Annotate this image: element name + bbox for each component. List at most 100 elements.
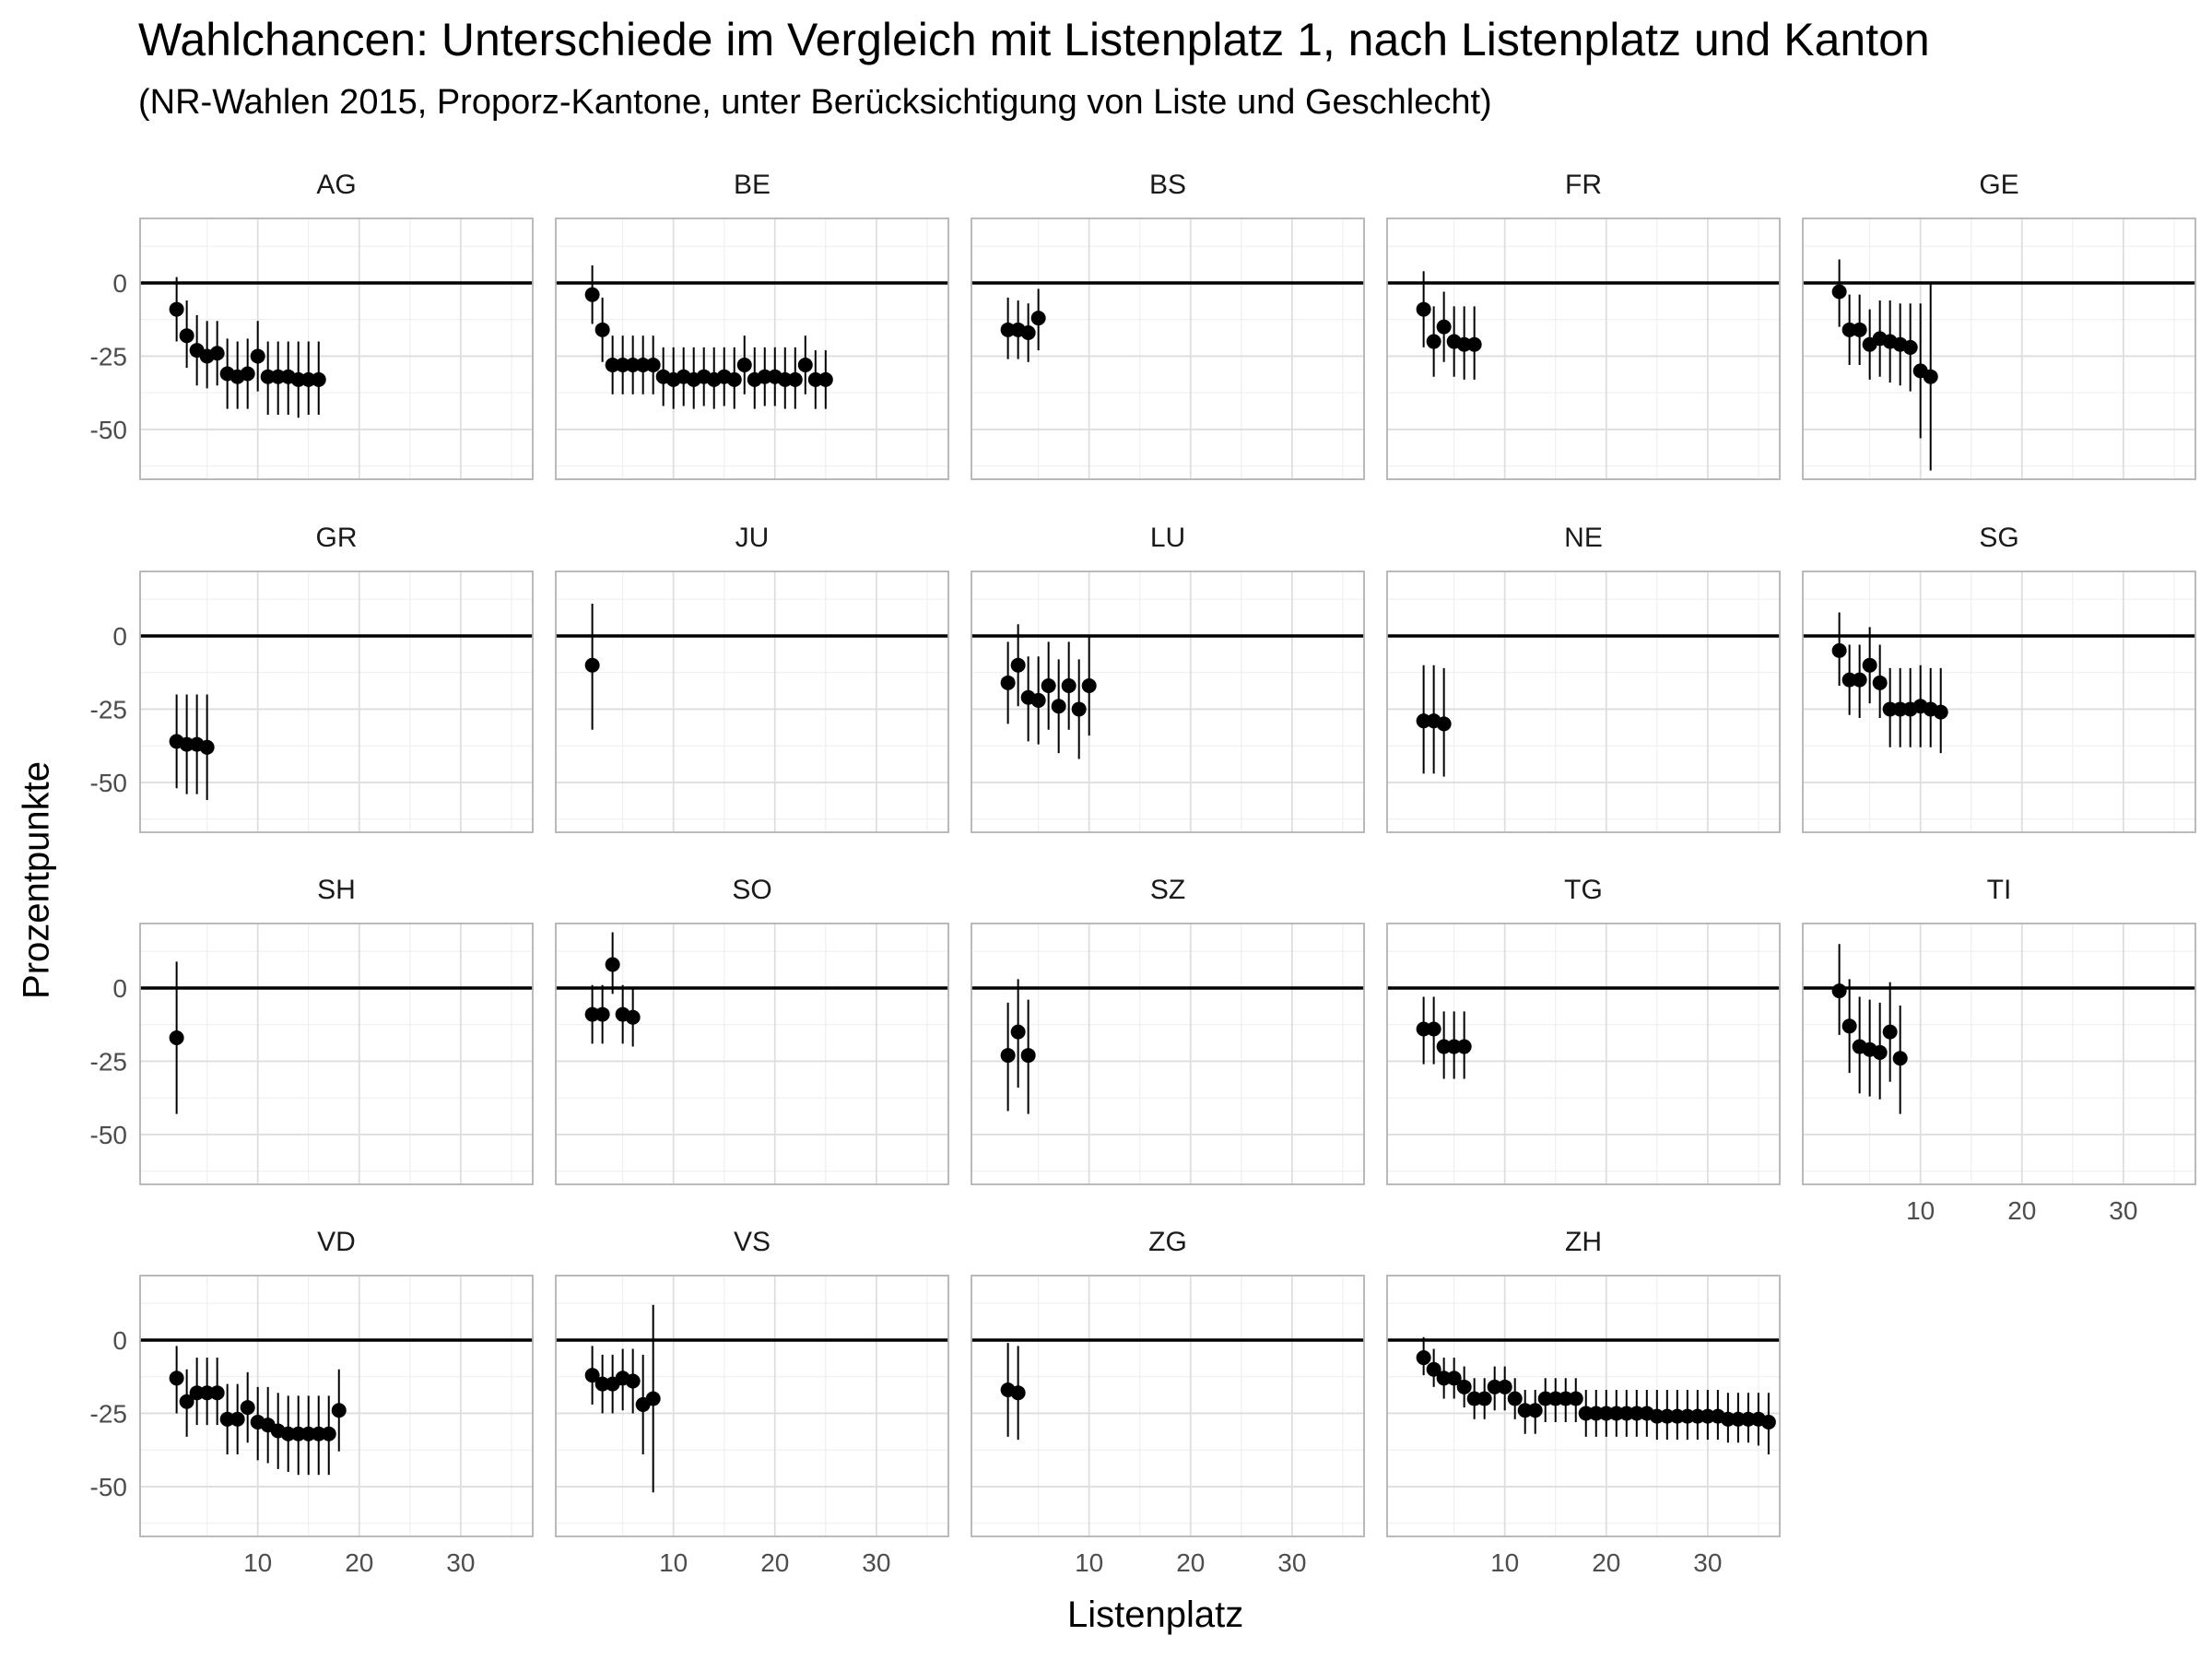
data-point (1547, 1391, 1563, 1406)
data-point (209, 346, 225, 361)
facet-panel-bs: BS (971, 170, 1365, 480)
data-point (290, 1426, 306, 1441)
data-point (280, 1426, 296, 1441)
panel-border (971, 571, 1365, 833)
data-point (1416, 1350, 1431, 1366)
panel-border (1386, 1275, 1781, 1537)
data-point (1020, 325, 1036, 341)
data-point (1852, 322, 1867, 337)
x-tick-label: 20 (1176, 1548, 1205, 1577)
y-tick-label: -50 (90, 769, 127, 797)
panel-border (1802, 571, 2196, 833)
x-tick-label: 10 (243, 1548, 272, 1577)
data-point (1618, 1406, 1634, 1421)
data-point (209, 1385, 225, 1401)
data-point (1051, 699, 1066, 714)
panel-background (1803, 924, 2195, 1184)
facet-strip-label: ZG (1148, 1227, 1187, 1257)
panel-background (556, 571, 948, 832)
data-point (1030, 311, 1046, 326)
data-point (1466, 336, 1482, 352)
data-point (1841, 1018, 1857, 1034)
panel-background (556, 218, 948, 479)
data-point (1456, 1379, 1472, 1394)
facet-panel-sh: SH 0 -25 -50 (90, 875, 534, 1185)
facet-strip-label: VD (317, 1227, 356, 1257)
data-point (1061, 678, 1077, 694)
data-point (300, 371, 316, 387)
y-axis-label: Prozentpunkte (16, 761, 57, 999)
data-point (1456, 1039, 1472, 1054)
data-point (1487, 1379, 1502, 1394)
data-point (594, 1376, 610, 1392)
y-tick-label: -25 (90, 342, 127, 371)
facet-panel-sz: SZ (971, 875, 1365, 1185)
data-point (250, 348, 265, 364)
panel-border (1802, 218, 2196, 480)
facet-strip-label: VS (734, 1227, 771, 1257)
data-point (260, 369, 276, 384)
data-point (1862, 657, 1877, 673)
panel-border (555, 1275, 949, 1537)
y-tick-label: 0 (112, 974, 127, 1003)
data-point (1466, 1391, 1482, 1406)
data-point (1497, 1379, 1512, 1394)
data-point (1892, 701, 1908, 717)
x-tick-label: 30 (446, 1548, 475, 1577)
facet-strip-label: SO (732, 875, 771, 905)
data-point (1000, 1048, 1016, 1064)
data-point (179, 1394, 194, 1409)
data-point (777, 371, 793, 387)
data-point (169, 301, 184, 317)
data-point (1436, 319, 1452, 335)
data-point (1841, 322, 1857, 337)
data-point (1507, 1391, 1523, 1406)
facet-strip-label: ZH (1565, 1227, 1602, 1257)
data-point (1578, 1406, 1594, 1421)
panel-border (971, 1275, 1365, 1537)
x-tick-label: 10 (659, 1548, 688, 1577)
panel-background (140, 924, 533, 1184)
data-point (1831, 983, 1847, 999)
data-point (1872, 1044, 1888, 1060)
data-point (240, 366, 255, 382)
panel-background (971, 1276, 1364, 1536)
panel-border (555, 923, 949, 1185)
facet-panel-ne: NE (1386, 523, 1781, 833)
data-point (1568, 1391, 1583, 1406)
data-point (1831, 642, 1847, 658)
data-point (1527, 1403, 1543, 1418)
data-point (1629, 1406, 1644, 1421)
data-point (1041, 678, 1056, 694)
panel-background (140, 218, 533, 479)
data-point (1426, 334, 1441, 349)
facet-panel-tg: TG (1386, 875, 1781, 1185)
data-point (1882, 1024, 1898, 1040)
data-point (199, 1385, 215, 1401)
data-point (1426, 1361, 1441, 1377)
data-point (1010, 1024, 1026, 1040)
panel-background (556, 924, 948, 1184)
data-point (1477, 1391, 1492, 1406)
x-tick-label: 20 (760, 1548, 789, 1577)
data-point (1446, 1039, 1462, 1054)
data-point (1882, 701, 1898, 717)
panel-border (555, 571, 949, 833)
x-tick-label: 30 (2109, 1196, 2137, 1225)
data-point (787, 371, 803, 387)
data-point (615, 357, 630, 372)
facet-strip-label: SG (1979, 523, 2018, 553)
x-tick-label: 30 (1277, 1548, 1306, 1577)
data-point (1760, 1414, 1776, 1430)
data-point (1841, 672, 1857, 688)
data-point (1000, 675, 1016, 690)
data-point (584, 287, 600, 302)
data-point (1456, 336, 1472, 352)
facet-panel-lu: LU (971, 523, 1365, 833)
data-point (1598, 1406, 1614, 1421)
panel-border (971, 923, 1365, 1185)
data-point (1416, 301, 1431, 317)
y-tick-label: -50 (90, 416, 127, 444)
data-point (169, 1371, 184, 1386)
data-point (1010, 657, 1026, 673)
